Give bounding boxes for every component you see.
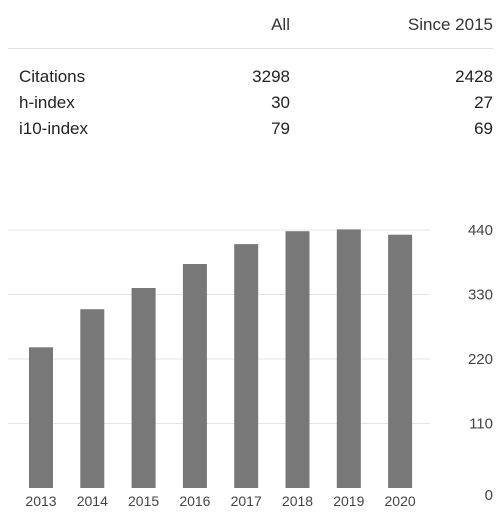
y-tick-label: 220 [468, 351, 493, 368]
y-tick-label: 110 [469, 416, 493, 433]
bar-2016[interactable] [182, 264, 207, 488]
x-tick-label: 2017 [231, 493, 262, 509]
bar-2017[interactable] [234, 244, 259, 488]
column-header-all: All [271, 15, 290, 34]
x-tick-label: 2018 [282, 493, 313, 509]
bar-2018[interactable] [285, 231, 310, 488]
y-tick-label: 330 [468, 287, 493, 304]
bar-2014[interactable] [80, 309, 105, 488]
h-index-all-value: 30 [271, 93, 290, 112]
citations-since-value: 2428 [455, 67, 493, 86]
bar-2019[interactable] [336, 229, 361, 488]
citations-all-value: 3298 [252, 67, 290, 86]
row-label-i10-index[interactable]: i10-index [19, 119, 88, 138]
x-tick-label: 2015 [128, 493, 159, 509]
citation-stats-table: All Since 2015 Citations 3298 2428 h-ind… [0, 0, 499, 190]
x-tick-label: 2020 [385, 493, 416, 509]
x-tick-label: 2019 [333, 493, 364, 509]
i10-index-all-value: 79 [271, 119, 290, 138]
y-tick-label: 440 [468, 222, 493, 239]
row-label-citations[interactable]: Citations [19, 67, 86, 86]
header-divider [8, 48, 493, 49]
h-index-since-value: 27 [474, 93, 493, 112]
y-tick-label: 0 [485, 487, 493, 504]
x-tick-label: 2016 [179, 493, 210, 509]
column-header-since-2015: Since 2015 [407, 15, 493, 34]
row-label-h-index[interactable]: h-index [19, 93, 75, 112]
bar-2013[interactable] [29, 347, 53, 488]
x-tick-label: 2014 [77, 493, 108, 509]
bar-2015[interactable] [131, 288, 156, 488]
x-tick-label: 2013 [25, 493, 56, 509]
i10-index-since-value: 69 [474, 119, 493, 138]
bar-2020[interactable] [388, 234, 413, 488]
citations-per-year-chart: 0 110 220 330 440 2013 2014 2015 2016 2017 2018 201… [8, 222, 493, 509]
